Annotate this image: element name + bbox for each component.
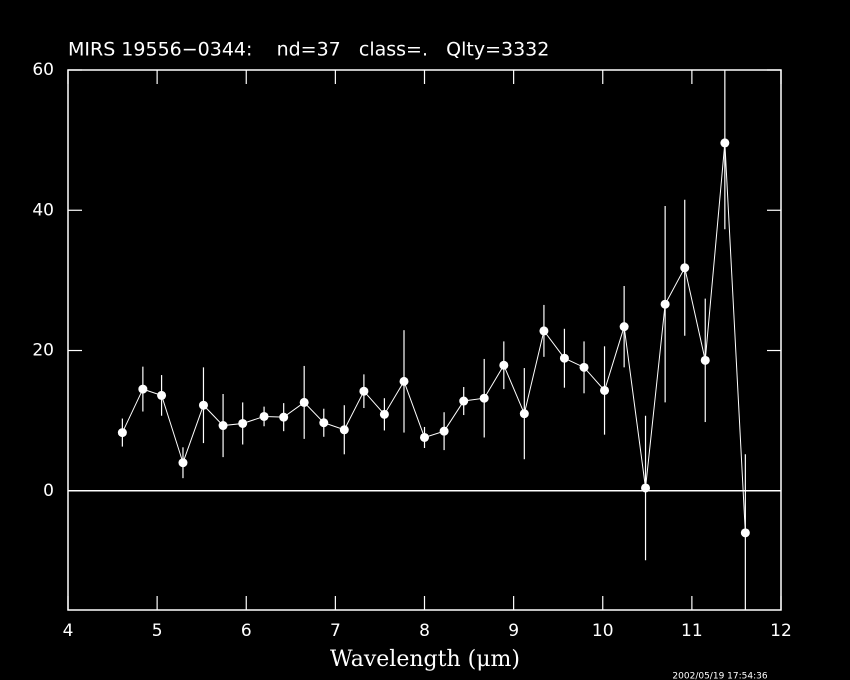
data-point: [439, 426, 449, 436]
x-tick-label: 11: [681, 621, 703, 641]
data-point: [399, 376, 409, 386]
data-point: [519, 409, 529, 419]
data-point: [499, 360, 509, 370]
data-point: [700, 355, 710, 365]
x-tick-label: 7: [330, 621, 341, 641]
timestamp: 2002/05/19 17:54:36: [672, 672, 767, 680]
data-point: [238, 418, 248, 428]
data-point: [720, 138, 730, 148]
data-point: [420, 432, 429, 442]
data-point: [279, 412, 289, 422]
x-axis-label: Wavelength (μm): [330, 647, 520, 672]
y-tick-label: 20: [32, 341, 54, 361]
data-point: [379, 409, 389, 419]
data-point: [339, 425, 349, 435]
data-point: [218, 421, 228, 431]
data-line: [121, 142, 746, 533]
y-tick-label: 60: [32, 60, 54, 80]
data-point: [479, 393, 489, 403]
y-tick-label: 40: [32, 200, 54, 220]
data-point: [138, 384, 148, 394]
x-tick-label: 4: [63, 621, 74, 641]
x-tick-label: 9: [508, 621, 519, 641]
data-point: [680, 263, 690, 273]
data-point: [559, 353, 569, 363]
x-tick-label: 12: [770, 621, 792, 641]
plot-frame: [67, 69, 782, 611]
data-point: [740, 528, 750, 538]
chart-title: MIRS 19556−0344: nd=37 class=. Qlty=3332: [68, 39, 549, 61]
x-tick-label: 6: [241, 621, 252, 641]
data-point: [579, 362, 589, 372]
data-point: [660, 299, 670, 309]
data-point: [600, 385, 610, 395]
x-tick-label: 8: [419, 621, 430, 641]
y-tick-label: 0: [43, 481, 54, 501]
data-point: [459, 396, 469, 406]
data-point: [319, 418, 329, 428]
x-tick-label: 10: [592, 621, 614, 641]
data-point: [539, 326, 549, 336]
data-point: [619, 322, 629, 332]
data-point: [157, 390, 167, 400]
plot-area: [117, 70, 750, 610]
data-point: [259, 411, 269, 421]
data-point: [117, 428, 127, 438]
data-point: [178, 458, 188, 468]
data-point: [299, 397, 309, 407]
data-point: [198, 400, 208, 410]
data-point: [641, 483, 651, 493]
x-tick-label: 5: [152, 621, 163, 641]
data-point: [359, 386, 369, 396]
